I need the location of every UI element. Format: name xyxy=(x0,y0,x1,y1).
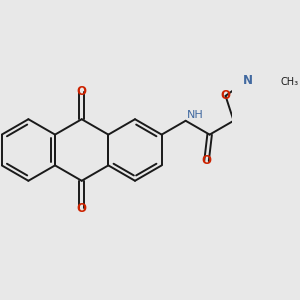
Text: O: O xyxy=(202,154,212,167)
Text: O: O xyxy=(220,88,230,102)
Text: CH₃: CH₃ xyxy=(281,77,299,87)
Text: O: O xyxy=(77,85,87,98)
Text: NH: NH xyxy=(187,110,203,120)
Text: N: N xyxy=(242,74,253,87)
Text: O: O xyxy=(77,202,87,215)
